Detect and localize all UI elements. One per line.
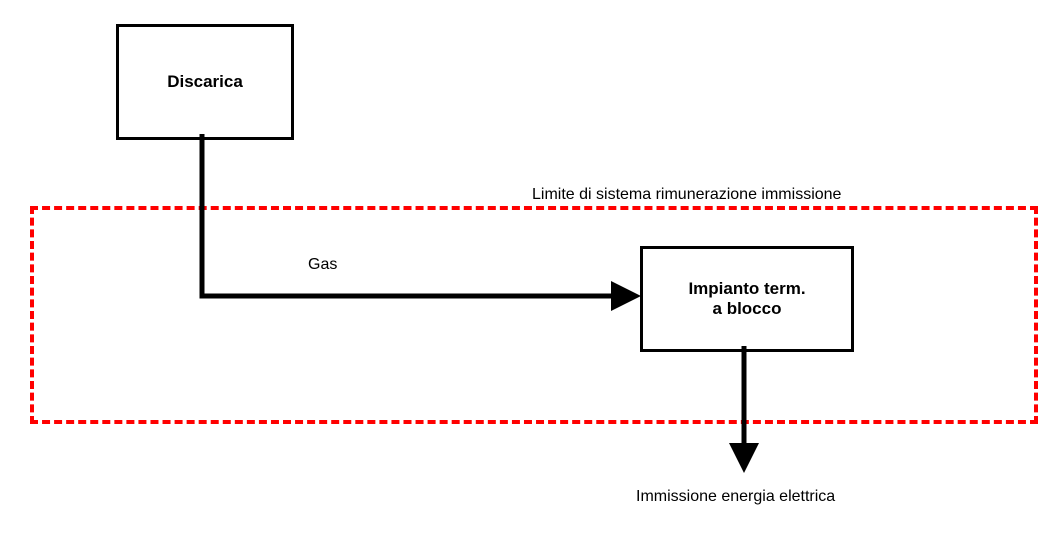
edge-out-label: Immissione energia elettrica [636,488,835,506]
node-impianto: Impianto term.a blocco [640,246,854,352]
node-discarica-label: Discarica [167,72,243,92]
edge-gas-label: Gas [308,256,337,274]
system-boundary [30,206,1038,424]
node-discarica: Discarica [116,24,294,140]
boundary-label: Limite di sistema rimunerazione immissio… [532,186,841,204]
node-impianto-label: Impianto term.a blocco [688,279,805,319]
